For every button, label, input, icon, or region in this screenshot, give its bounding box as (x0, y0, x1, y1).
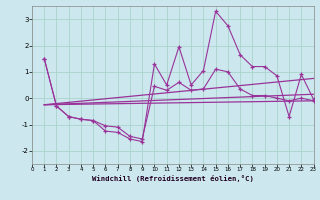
X-axis label: Windchill (Refroidissement éolien,°C): Windchill (Refroidissement éolien,°C) (92, 175, 254, 182)
